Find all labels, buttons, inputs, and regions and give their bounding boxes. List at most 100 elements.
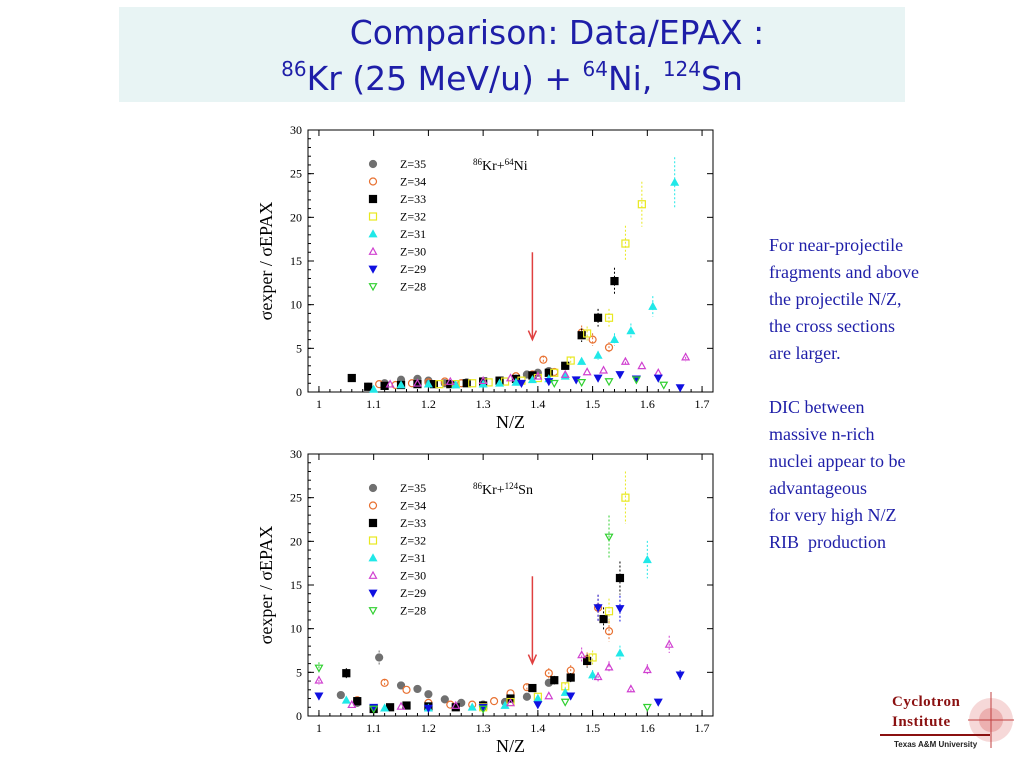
data-point [609, 334, 620, 343]
data-point [653, 698, 663, 707]
data-point [577, 650, 587, 659]
data-point [423, 379, 433, 388]
data-point [385, 379, 395, 388]
x-tick-label: 1.7 [695, 397, 710, 411]
data-point [396, 380, 406, 389]
data-point [396, 701, 406, 710]
data-point [505, 373, 516, 382]
arrow-head [527, 654, 538, 666]
data-point [588, 335, 597, 344]
data-point [522, 692, 532, 701]
data-point [653, 374, 663, 383]
data-point [544, 691, 554, 700]
data-point [615, 648, 625, 657]
legend-marker [368, 229, 378, 238]
data-point [642, 703, 652, 713]
note-line: the projectile N/Z, [769, 289, 902, 309]
y-tick-label: 30 [290, 123, 302, 137]
legend-label: Z=33 [400, 516, 426, 530]
data-point [533, 701, 543, 710]
y-tick-label: 0 [296, 385, 302, 399]
data-point [478, 375, 488, 385]
data-point [604, 607, 614, 616]
legend-marker [368, 265, 378, 274]
data-series [341, 540, 652, 712]
note-line: RIB production [769, 532, 886, 552]
legend: Z=35 Z=34 Z=33 Z=32 Z=31 Z=30 Z=29 Z=28 [368, 157, 426, 294]
cyclotron-institute-logo: Cyclotron Institute Texas A&M University [876, 690, 1016, 762]
y-axis-title: σexper / σEPAX [256, 202, 276, 321]
data-point [478, 705, 488, 714]
legend-marker [368, 159, 378, 169]
legend-label: Z=33 [400, 192, 426, 206]
x-tick-label: 1.5 [585, 397, 600, 411]
data-series [314, 594, 685, 713]
data-point [615, 371, 625, 380]
data-point [648, 301, 658, 310]
y-tick-label: 20 [290, 534, 302, 548]
data-point [560, 698, 570, 707]
y-tick-label: 25 [290, 491, 302, 505]
plot-label-part2: Sn [518, 483, 533, 498]
data-point [604, 378, 614, 387]
data-point [599, 365, 609, 374]
data-point [511, 377, 521, 386]
note-line: the cross sections [769, 316, 895, 336]
x-tick-label: 1.3 [476, 397, 491, 411]
title-banner: Comparison: Data/EPAX : 86Kr (25 MeV/u) … [119, 7, 905, 102]
x-axis-title: N/Z [496, 412, 525, 430]
data-point [412, 378, 422, 387]
x-tick-label: 1 [316, 397, 322, 411]
y-tick-label: 10 [290, 622, 302, 636]
data-series [314, 635, 674, 710]
data-point [626, 326, 636, 335]
data-point [642, 554, 652, 564]
legend-marker [368, 518, 378, 528]
data-point [593, 671, 603, 681]
data-point [675, 671, 685, 680]
title-sup-kr: 86 [281, 57, 307, 81]
data-point [588, 670, 598, 679]
data-point [642, 664, 652, 674]
data-point [604, 343, 614, 352]
data-point [435, 380, 444, 389]
data-point [561, 361, 570, 370]
data-point [621, 493, 630, 502]
x-tick-label: 1 [316, 721, 322, 735]
data-point [544, 669, 553, 678]
y-tick-label: 15 [290, 578, 302, 592]
data-series [479, 471, 630, 712]
legend-label: Z=31 [400, 551, 426, 565]
data-series [336, 650, 553, 709]
data-point [637, 200, 646, 209]
data-point [380, 703, 390, 712]
data-point [484, 378, 493, 387]
data-point [582, 367, 592, 376]
legend-marker [368, 283, 378, 292]
legend-marker [368, 553, 378, 562]
plot-label-sup2: 124 [505, 481, 519, 491]
title-part-ni: Ni, [607, 59, 663, 98]
data-series [342, 561, 625, 714]
x-tick-label: 1.3 [476, 721, 491, 735]
y-tick-label: 25 [290, 167, 302, 181]
note-line: massive n-rich [769, 424, 875, 444]
arrow-head [527, 330, 538, 342]
plot-label-part1: Kr+ [482, 159, 505, 174]
legend-label: Z=32 [400, 210, 426, 224]
data-point [620, 356, 630, 365]
legend-label: Z=29 [400, 586, 426, 600]
data-point [375, 653, 384, 662]
data-point [681, 352, 691, 361]
side-notes: For near-projectile fragments and above … [769, 232, 1009, 556]
data-point [347, 699, 357, 709]
title-part-sn: Sn [701, 59, 743, 98]
plot-frame [307, 453, 714, 717]
x-tick-label: 1.2 [421, 397, 436, 411]
x-tick-label: 1.6 [640, 721, 655, 735]
legend-label: Z=34 [400, 175, 426, 189]
data-point [423, 704, 433, 713]
legend-label: Z=31 [400, 227, 426, 241]
data-point [615, 573, 625, 583]
legend-label: Z=28 [400, 280, 426, 294]
